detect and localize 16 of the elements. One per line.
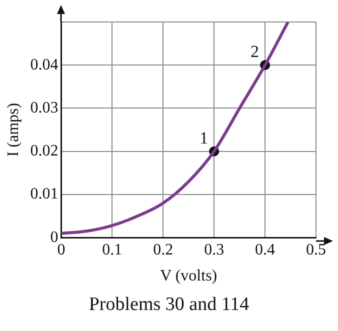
x-tick-label: 0.2 (153, 241, 174, 258)
x-tick-label: 0.4 (255, 241, 276, 258)
x-tick-label: 0.1 (102, 241, 122, 258)
text: Problems 30 and 114 (88, 294, 250, 316)
y-tick-label: 0 (50, 228, 58, 246)
x-axis-title: V (volts) (160, 268, 218, 285)
y-tick-label: 0.03 (30, 99, 58, 116)
x-tick-label: 0.3 (204, 241, 224, 258)
y-tick-label: 0.02 (30, 142, 58, 160)
y-tick-label: 0.04 (30, 56, 58, 74)
y-tick-label: 0.01 (30, 186, 58, 203)
annotation: 2 (250, 42, 260, 62)
x-tick-label: 0.5 (306, 241, 326, 258)
y-axis-title: I (amps) (4, 102, 22, 157)
annotation: 1 (200, 128, 208, 148)
line-series (61, 22, 290, 235)
